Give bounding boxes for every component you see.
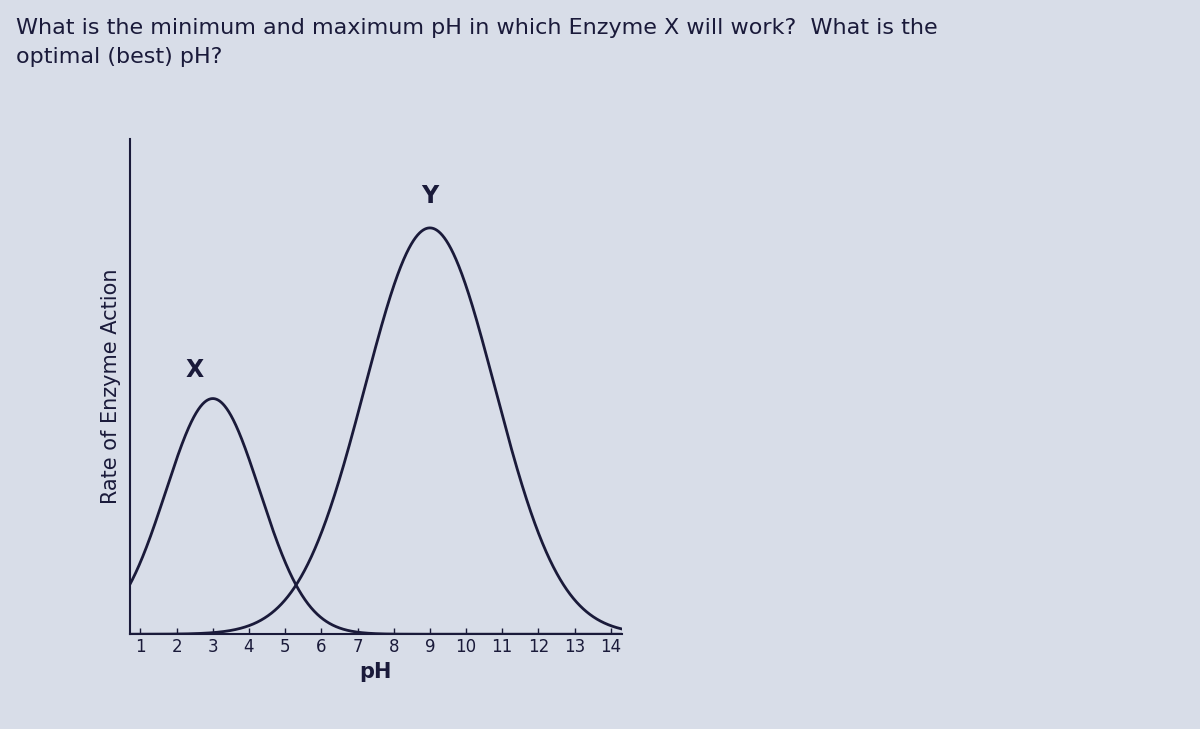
X-axis label: pH: pH	[360, 662, 391, 682]
Text: optimal (best) pH?: optimal (best) pH?	[16, 47, 222, 67]
Text: What is the minimum and maximum pH in which Enzyme X will work?  What is the: What is the minimum and maximum pH in wh…	[16, 18, 937, 38]
Text: X: X	[186, 359, 204, 382]
Text: Y: Y	[421, 184, 438, 208]
Y-axis label: Rate of Enzyme Action: Rate of Enzyme Action	[101, 268, 121, 504]
